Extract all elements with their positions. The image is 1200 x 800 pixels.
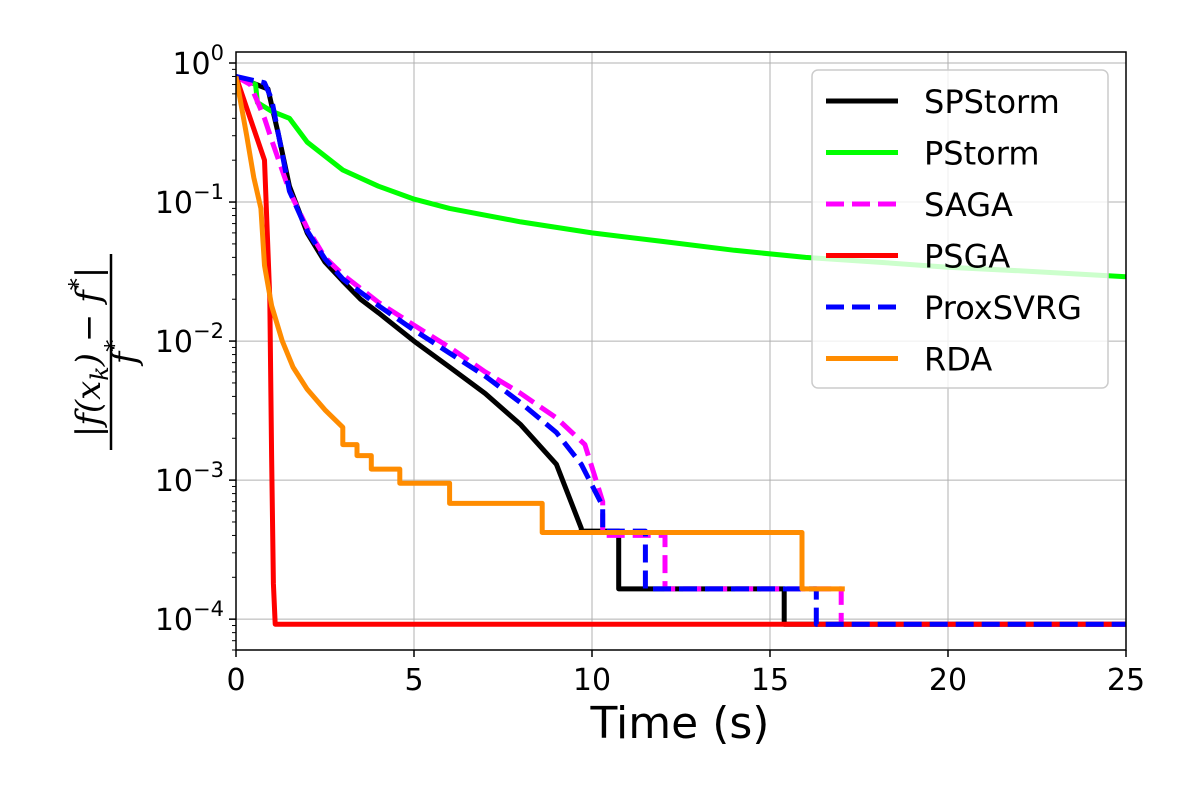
- x-axis-label: Time (s): [590, 698, 770, 749]
- y-axis-label-numerator: |f(xk) − f*|: [64, 267, 114, 437]
- x-tick-label: 10: [573, 663, 611, 698]
- legend-label-psga: PSGA: [924, 238, 1010, 276]
- plot-frame: [235, 51, 1127, 651]
- legend: SPStorm PStorm SAGA PSGA ProxSVRG RDA: [811, 69, 1109, 389]
- x-axis-ticks: 0 5 10 15 20 25: [226, 650, 1145, 698]
- legend-label-rda: RDA: [924, 341, 992, 379]
- y-tick-label: 10−2: [155, 319, 224, 360]
- legend-label-saga: SAGA: [924, 186, 1013, 224]
- x-tick-label: 0: [226, 663, 245, 698]
- y-tick-label: 100: [172, 41, 224, 82]
- series-line-saga: [236, 74, 1126, 627]
- y-axis-ticks: 100 10−1 10−2 10−3 10−4: [155, 41, 236, 651]
- y-tick-label: 10−1: [155, 180, 224, 221]
- x-tick-label: 5: [404, 663, 423, 698]
- series-line-psga: [236, 75, 1126, 627]
- grid: [235, 52, 1127, 650]
- series-lines: [236, 74, 1126, 627]
- x-tick-label: 15: [751, 663, 789, 698]
- legend-label-proxsvrg: ProxSVRG: [924, 289, 1082, 327]
- series-line-rda: [236, 76, 845, 592]
- x-tick-label: 25: [1107, 663, 1145, 698]
- x-tick-label: 20: [929, 663, 967, 698]
- legend-items: SPStorm PStorm SAGA PSGA ProxSVRG RDA: [826, 83, 1082, 379]
- legend-label-pstorm: PStorm: [924, 135, 1040, 173]
- legend-label-spstorm: SPStorm: [924, 83, 1060, 121]
- y-tick-label: 10−3: [155, 458, 224, 499]
- y-tick-label: 10−4: [155, 597, 224, 638]
- series-line-proxsvrg: [236, 74, 1126, 627]
